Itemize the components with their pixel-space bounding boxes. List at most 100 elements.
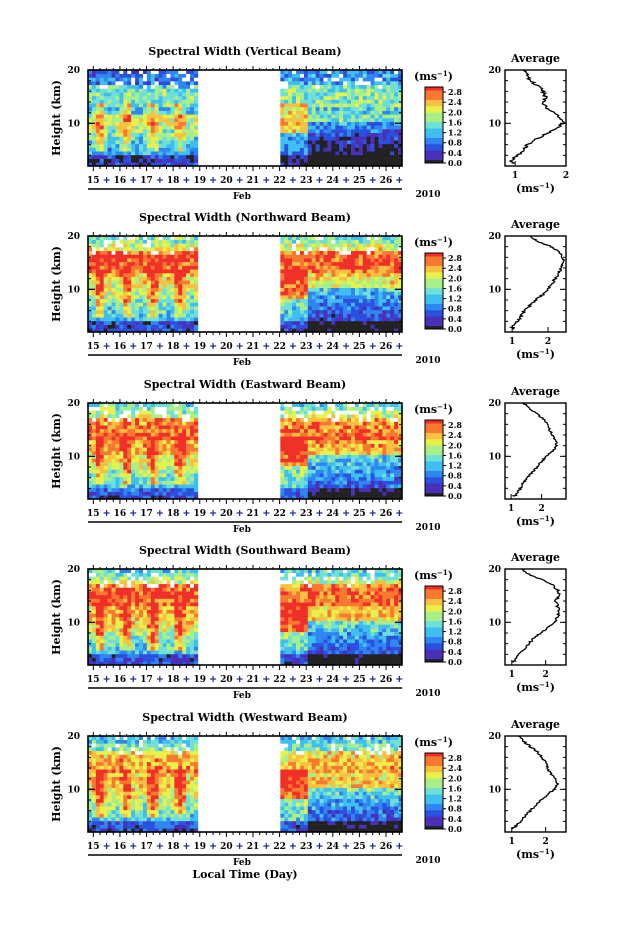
heatmap-cell <box>339 132 344 137</box>
heatmap-cell <box>111 162 116 167</box>
heatmap-cell <box>382 414 387 419</box>
heatmap-cell <box>135 121 140 126</box>
heatmap-cell <box>158 495 163 500</box>
heatmap-cell <box>303 476 309 481</box>
heatmap-cell <box>142 309 148 314</box>
heatmap-cell <box>343 258 348 263</box>
heatmap-cell <box>374 476 379 481</box>
heatmap-cell <box>398 114 403 119</box>
heatmap-cell <box>91 118 97 122</box>
heatmap-cell <box>135 447 140 452</box>
heatmap-cell <box>354 77 360 82</box>
heatmap-cell <box>135 476 140 481</box>
heatmap-cell <box>88 114 93 119</box>
heatmap-cell <box>95 295 101 300</box>
heatmap-cell <box>146 272 152 277</box>
heatmap-cell <box>115 239 120 244</box>
heatmap-cell <box>390 295 395 300</box>
heatmap-cell <box>107 154 112 159</box>
heatmap-cell <box>99 462 104 467</box>
heatmap-cell <box>292 480 297 485</box>
heatmap-cell <box>170 88 175 93</box>
heatmap-cell <box>288 428 293 433</box>
heatmap-cell <box>139 236 144 240</box>
heatmap-cell <box>366 132 371 137</box>
heatmap-cell <box>154 162 159 167</box>
heatmap-cell <box>91 247 97 252</box>
heatmap-cell <box>182 162 187 167</box>
heatmap-cell <box>170 151 175 156</box>
colorbar-tick-label: 2.4 <box>448 263 462 273</box>
heatmap-cell <box>370 84 375 89</box>
heatmap-cell <box>111 158 116 163</box>
heatmap-cell <box>323 88 328 93</box>
heatmap-cell <box>335 110 340 115</box>
heatmap-cell <box>119 158 124 163</box>
heatmap-cell <box>386 81 391 86</box>
heatmap-cell <box>103 261 108 266</box>
heatmap-cell <box>398 324 403 329</box>
heatmap-cell <box>347 495 352 500</box>
heatmap-cell <box>119 428 124 433</box>
heatmap-cell <box>99 476 104 481</box>
heatmap-cell <box>88 414 93 419</box>
heatmap-cell <box>350 154 356 159</box>
heatmap-cell <box>146 484 152 489</box>
heatmap-cell <box>339 77 344 82</box>
heatmap-cell <box>186 236 191 240</box>
heatmap-cell <box>335 417 340 422</box>
heatmap-cell <box>139 147 144 152</box>
heatmap-cell <box>284 428 289 433</box>
heatmap-cell <box>150 451 156 455</box>
heatmap-cell <box>366 147 371 152</box>
heatmap-cell <box>135 428 140 433</box>
heatmap-cell <box>127 121 132 126</box>
heatmap-cell <box>311 432 316 437</box>
heatmap-cell <box>115 162 120 167</box>
heatmap-cell <box>135 95 140 100</box>
heatmap-cell <box>347 324 352 329</box>
heatmap-cell <box>91 265 97 270</box>
heatmap-cell <box>292 295 297 300</box>
heatmap-cell <box>131 320 136 325</box>
heatmap-cell <box>358 239 364 244</box>
heatmap-cell <box>127 276 132 281</box>
heatmap-cell <box>193 265 199 270</box>
heatmap-cell <box>370 81 375 86</box>
heatmap-cell <box>166 410 171 415</box>
heatmap-cell <box>95 239 101 244</box>
heatmap-cell <box>323 95 328 100</box>
heatmap-cell <box>154 295 159 300</box>
heatmap-cell <box>280 92 285 97</box>
heatmap-cell <box>162 458 167 463</box>
heatmap-cell <box>142 103 148 108</box>
heatmap-cell <box>280 121 285 126</box>
heatmap-cell <box>374 462 379 467</box>
heatmap-cell <box>386 70 391 74</box>
heatmap-cell <box>107 425 112 430</box>
heatmap-cell <box>131 406 136 411</box>
heatmap-cell <box>115 99 120 104</box>
heatmap-cell <box>174 302 179 307</box>
heatmap-cell <box>370 324 375 329</box>
heatmap-cell <box>331 143 336 148</box>
heatmap-cell <box>370 239 375 244</box>
heatmap-cell <box>339 324 344 329</box>
heatmap-cell <box>139 151 144 156</box>
heatmap-cell <box>374 265 379 270</box>
heatmap-cell <box>303 254 309 259</box>
heatmap-cell <box>115 81 120 86</box>
heatmap-cell <box>288 136 293 141</box>
heatmap-cell <box>107 462 112 467</box>
heatmap-cell <box>307 258 313 263</box>
heatmap-cell <box>150 287 156 292</box>
heatmap-cell <box>292 313 297 318</box>
heatmap-cell <box>347 295 352 300</box>
heatmap-cell <box>135 432 140 437</box>
heatmap-cell <box>111 458 116 463</box>
heatmap-cell <box>335 258 340 263</box>
heatmap-cell <box>131 140 136 145</box>
heatmap-cell <box>319 88 324 93</box>
heatmap-cell <box>107 417 112 422</box>
heatmap-cell <box>166 287 171 292</box>
